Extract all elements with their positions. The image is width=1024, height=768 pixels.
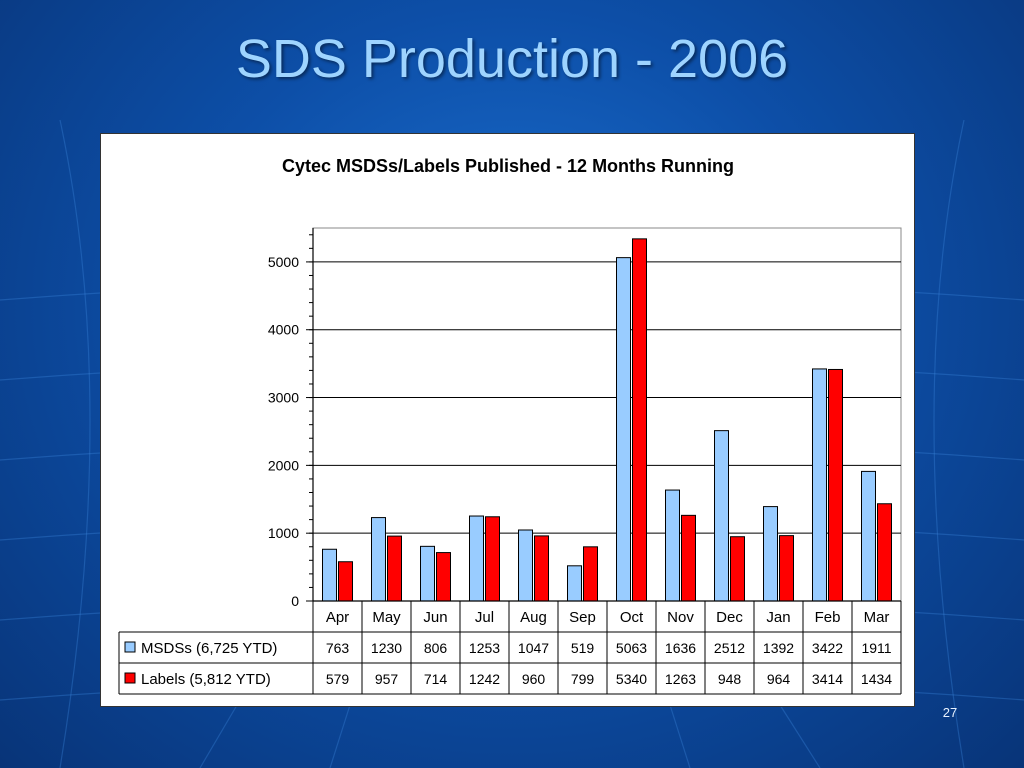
legend-label: Labels (5,812 YTD) xyxy=(141,671,271,688)
bar-msdss-nov xyxy=(665,489,680,602)
bar-msdss-sep xyxy=(567,565,582,602)
data-label: 2512 xyxy=(714,640,745,656)
y-tick-label: 4000 xyxy=(268,322,299,338)
x-tick-label: Nov xyxy=(667,609,694,626)
data-label: 806 xyxy=(424,640,448,656)
data-label: 519 xyxy=(571,640,595,656)
bar-labels-sep xyxy=(583,546,598,602)
x-tick-label: Feb xyxy=(815,609,841,626)
x-tick-label: Jul xyxy=(475,609,494,626)
bar-msdss-aug xyxy=(518,529,533,602)
bar-labels-mar xyxy=(877,503,892,602)
x-tick-label: Sep xyxy=(569,609,596,626)
x-tick-label: Apr xyxy=(326,609,349,626)
x-tick-label: Aug xyxy=(520,609,547,626)
bar-msdss-apr xyxy=(322,548,337,602)
data-label: 714 xyxy=(424,671,448,687)
slide-title: SDS Production - 2006 xyxy=(235,29,789,89)
bar-labels-feb xyxy=(828,368,843,602)
bar-labels-aug xyxy=(534,535,549,602)
bar-labels-jun xyxy=(436,552,451,602)
x-tick-label: Jun xyxy=(423,609,447,626)
chart: Cytec MSDSs/Labels Published - 12 Months… xyxy=(118,156,902,695)
data-label: 1392 xyxy=(763,640,794,656)
data-label: 948 xyxy=(718,671,742,687)
bar-labels-oct xyxy=(632,238,647,602)
y-tick-label: 0 xyxy=(291,593,299,609)
data-label: 5063 xyxy=(616,640,647,656)
bar-labels-jul xyxy=(485,516,500,602)
bar-msdss-jun xyxy=(420,545,435,602)
data-label: 1434 xyxy=(861,671,892,687)
data-label: 1253 xyxy=(469,640,500,656)
data-label: 3414 xyxy=(812,671,843,687)
bar-msdss-mar xyxy=(861,470,876,602)
data-label: 1636 xyxy=(665,640,696,656)
bar-msdss-jan xyxy=(763,506,778,602)
y-tick-label: 1000 xyxy=(268,525,299,541)
data-label: 579 xyxy=(326,671,350,687)
data-label: 960 xyxy=(522,671,546,687)
data-label: 964 xyxy=(767,671,791,687)
legend-label: MSDSs (6,725 YTD) xyxy=(141,640,277,657)
x-tick-label: Mar xyxy=(864,609,890,626)
y-tick-label: 2000 xyxy=(268,457,299,473)
data-label: 1242 xyxy=(469,671,500,687)
x-tick-label: May xyxy=(372,609,401,626)
bar-msdss-oct xyxy=(616,257,631,602)
data-label: 5340 xyxy=(616,671,647,687)
y-tick-label: 3000 xyxy=(268,390,299,406)
chart-title: Cytec MSDSs/Labels Published - 12 Months… xyxy=(282,156,734,176)
data-label: 957 xyxy=(375,671,399,687)
y-tick-label: 5000 xyxy=(268,254,299,270)
x-tick-label: Dec xyxy=(716,609,743,626)
x-tick-label: Oct xyxy=(620,609,644,626)
data-label: 1047 xyxy=(518,640,549,656)
bar-msdss-jul xyxy=(469,515,484,602)
x-tick-label: Jan xyxy=(766,609,790,626)
legend-swatch xyxy=(124,672,136,684)
data-label: 799 xyxy=(571,671,595,687)
data-label: 1230 xyxy=(371,640,402,656)
bar-labels-dec xyxy=(730,536,745,602)
bar-msdss-feb xyxy=(812,368,827,602)
data-label: 1263 xyxy=(665,671,696,687)
data-label: 1911 xyxy=(861,640,891,656)
bar-msdss-dec xyxy=(714,430,729,602)
bar-msdss-may xyxy=(371,517,386,602)
data-label: 3422 xyxy=(812,640,843,656)
bar-labels-nov xyxy=(681,514,696,602)
bar-labels-apr xyxy=(338,561,353,602)
slide-number: 27 xyxy=(942,705,958,720)
bar-labels-jan xyxy=(779,535,794,602)
bar-labels-may xyxy=(387,535,402,602)
chart-panel: Cytec MSDSs/Labels Published - 12 Months… xyxy=(100,133,915,707)
legend-swatch xyxy=(124,641,136,653)
data-label: 763 xyxy=(326,640,350,656)
